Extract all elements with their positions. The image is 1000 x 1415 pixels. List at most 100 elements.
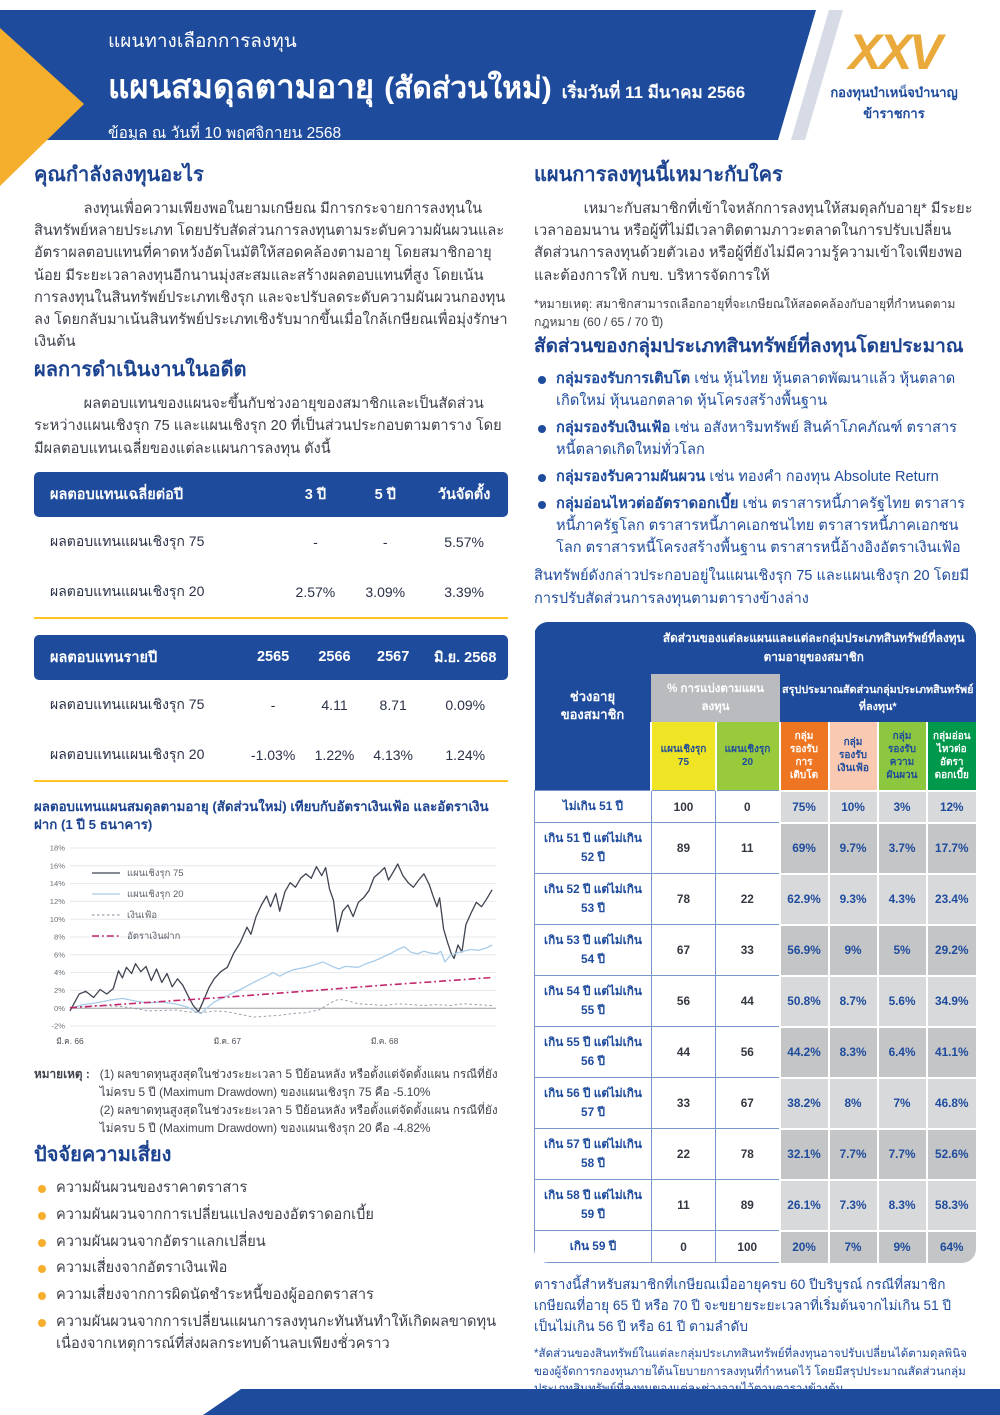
- table-cell: เกิน 52 ปี แต่ไม่เกิน 53 ปี: [534, 873, 652, 926]
- legend-label: แผนเชิงรุก 75: [127, 867, 184, 879]
- svg-text:2%: 2%: [54, 986, 65, 995]
- legend-item: แผนเชิงรุก 20: [92, 887, 184, 902]
- table-header-row: ผลตอบแทนรายปี 2565 2566 2567 มิ.ย. 2568: [34, 634, 508, 680]
- legend-item: แผนเชิงรุก 75: [92, 866, 184, 881]
- table-header-cell: วันจัดตั้ง: [420, 471, 508, 517]
- table-cell: -1.03%: [241, 729, 306, 782]
- table-header-cell: 2565: [241, 634, 306, 680]
- table-cell: 1.22%: [305, 729, 364, 782]
- svg-text:16%: 16%: [50, 861, 65, 870]
- table-cell: เกิน 51 ปี แต่ไม่เกิน 52 ปี: [534, 822, 652, 875]
- table-row: เกิน 57 ปี แต่ไม่เกิน 58 ปี 22 78 32.1% 7.7%…: [534, 1127, 976, 1181]
- table-cell: 100: [714, 1230, 781, 1264]
- asset-group-list: กลุ่มรองรับการเติบโต เช่น หุ้นไทย หุ้นตล…: [534, 369, 976, 559]
- table-cell: 9.7%: [827, 821, 878, 874]
- table-cell: เกิน 56 ปี แต่ไม่เกิน 57 ปี: [534, 1077, 652, 1130]
- bullet-dot-icon: [38, 1292, 46, 1301]
- table-row: เกิน 51 ปี แต่ไม่เกิน 52 ปี 89 11 69% 9.7% 3.…: [534, 821, 976, 875]
- table-cell: 11: [650, 1179, 717, 1232]
- table-header-cell: 2566: [305, 634, 364, 680]
- table-cell: -: [241, 679, 306, 730]
- svg-text:4%: 4%: [54, 968, 65, 977]
- bullet-dot-icon: [538, 500, 546, 509]
- table-cell: 100: [650, 790, 717, 824]
- table-cell: 8.3%: [876, 1178, 927, 1231]
- table-header-cell: ผลตอบแทนเฉลี่ยต่อปี: [34, 471, 281, 517]
- table-cell: 9.3%: [827, 872, 878, 925]
- header-text: แผนทางเลือกการลงทุน แผนสมดุลตามอายุ (สัด…: [108, 26, 745, 145]
- bullet-dot-icon: [38, 1319, 46, 1328]
- table-cell: เกิน 58 ปี แต่ไม่เกิน 59 ปี: [534, 1179, 652, 1232]
- table-row: ผลตอบแทนแผนเชิงรุก 20 2.57% 3.09% 3.39%: [34, 566, 508, 619]
- allocation-table: ช่วงอายุ ของสมาชิก สัดส่วนของแต่ละแผนและแต…: [534, 621, 976, 1264]
- table-header-cell: 3 ปี: [280, 471, 351, 517]
- list-item: กลุ่มรองรับการเติบโต เช่น หุ้นไทย หุ้นตล…: [534, 369, 976, 413]
- table-cell: 3.09%: [350, 566, 421, 619]
- table-header-row: ผลตอบแทนเฉลี่ยต่อปี 3 ปี 5 ปี วันจัดตั้ง: [34, 471, 508, 517]
- section-past-body: ผลตอบแทนของแผนจะขึ้นกับช่วงอายุของสมาชิก…: [34, 396, 502, 457]
- chevron-icon: [0, 28, 84, 186]
- table-cell: 38.2%: [778, 1076, 829, 1129]
- table-cell: 33: [714, 924, 781, 977]
- table-cell: 9%: [827, 923, 878, 976]
- svg-text:14%: 14%: [50, 879, 65, 888]
- table-cell: 58.3%: [925, 1178, 976, 1231]
- table-row: ผลตอบแทนแผนเชิงรุก 20 -1.03% 1.22% 4.13% 1.2…: [34, 729, 508, 782]
- table-cell: 89: [714, 1179, 781, 1232]
- table-cell: -: [350, 516, 421, 567]
- svg-text:12%: 12%: [50, 897, 65, 906]
- column-header-cell: กลุ่มรองรับการเติบโต: [778, 721, 829, 791]
- table-cell: 5.57%: [420, 516, 508, 567]
- table-row: ไม่เกิน 51 ปี 100 0 75% 10% 3% 12%: [534, 789, 976, 824]
- svg-text:18%: 18%: [50, 843, 65, 852]
- table-cell: 6.4%: [876, 1025, 927, 1078]
- svg-text:มี.ค. 66: มี.ค. 66: [56, 1036, 84, 1046]
- table-cell: 7.7%: [827, 1127, 878, 1180]
- table-row: เกิน 56 ปี แต่ไม่เกิน 57 ปี 33 67 38.2% 8% 7%…: [534, 1076, 976, 1130]
- table-cell: 22: [650, 1128, 717, 1181]
- table-cell: 52.6%: [925, 1127, 976, 1180]
- allocation-table-note: ตารางนี้สำหรับสมาชิกที่เกษียณเมื่ออายุคร…: [534, 1277, 952, 1334]
- chart-title: ผลตอบแทนแผนสมดุลตามอายุ (สัดส่วนใหม่) เท…: [34, 798, 489, 832]
- table-cell: 56: [650, 975, 717, 1028]
- table-cell: เกิน 57 ปี แต่ไม่เกิน 58 ปี: [534, 1128, 652, 1181]
- table-cell: 64%: [925, 1229, 976, 1263]
- table-cell: 78: [650, 873, 717, 926]
- table-cell: 0: [650, 1230, 717, 1264]
- table-cell: 44.2%: [778, 1025, 829, 1078]
- section-who-heading: แผนการลงทุนนี้เหมาะกับใคร: [534, 164, 783, 186]
- section-groups-tail: สินทรัพย์ดังกล่าวประกอบอยู่ในแผนเชิงรุก …: [534, 568, 970, 607]
- as-of-date: ข้อมูล ณ วันที่ 10 พฤศจิกายน 2568: [108, 125, 342, 142]
- svg-text:8%: 8%: [54, 932, 65, 941]
- table-row: เกิน 58 ปี แต่ไม่เกิน 59 ปี 11 89 26.1% 7.3%…: [534, 1178, 976, 1232]
- table-cell: ผลตอบแทนแผนเชิงรุก 20: [34, 729, 242, 782]
- list-item: ความผันผวนจากการเปลี่ยนแปลงของอัตราดอกเบ…: [34, 1205, 508, 1227]
- table-row: เกิน 59 ปี 0 100 20% 7% 9% 64%: [534, 1229, 976, 1264]
- table-cell: 29.2%: [925, 923, 976, 976]
- table-header-cell: 5 ปี: [350, 471, 421, 517]
- svg-text:6%: 6%: [54, 950, 65, 959]
- table-cell: 4.11: [305, 679, 364, 730]
- table-cell: 33: [650, 1077, 717, 1130]
- legend-label: แผนเชิงรุก 20: [127, 888, 184, 900]
- header-eyebrow: แผนทางเลือกการลงทุน: [108, 31, 297, 52]
- gpf-logo: XXV กองทุนบำเหน็จบำนาญข้าราชการ: [804, 26, 984, 124]
- list-item: กลุ่มรองรับความผันผวน เช่น ทองคำ กองทุน …: [534, 467, 976, 489]
- avg-return-table: ผลตอบแทนเฉลี่ยต่อปี 3 ปี 5 ปี วันจัดตั้ง ผลต…: [34, 471, 508, 619]
- table-header-cell: มิ.ย. 2568: [422, 634, 508, 680]
- column-header-cell: กลุ่มอ่อนไหวต่ออัตราดอกเบี้ย: [925, 721, 976, 791]
- section-risk-heading: ปัจจัยความเสี่ยง: [34, 1143, 172, 1166]
- svg-text:0%: 0%: [54, 1003, 65, 1012]
- table-cell: เกิน 54 ปี แต่ไม่เกิน 55 ปี: [534, 975, 652, 1028]
- table-cell: เกิน 59 ปี: [534, 1230, 652, 1264]
- chart-legend: แผนเชิงรุก 75 แผนเชิงรุก 20 เงินเฟ้อ อัตราเ…: [92, 866, 184, 944]
- bullet-dot-icon: [38, 1211, 46, 1220]
- table-cell: 44: [650, 1026, 717, 1079]
- bullet-dot-icon: [38, 1238, 46, 1247]
- table-cell: 8%: [827, 1076, 878, 1129]
- table-cell: 10%: [827, 789, 878, 823]
- table-cell: 3.39%: [420, 566, 508, 619]
- table-cell: 1.24%: [422, 729, 508, 782]
- legend-item: อัตราเงินฝาก: [92, 929, 184, 944]
- table-cell: 67: [650, 924, 717, 977]
